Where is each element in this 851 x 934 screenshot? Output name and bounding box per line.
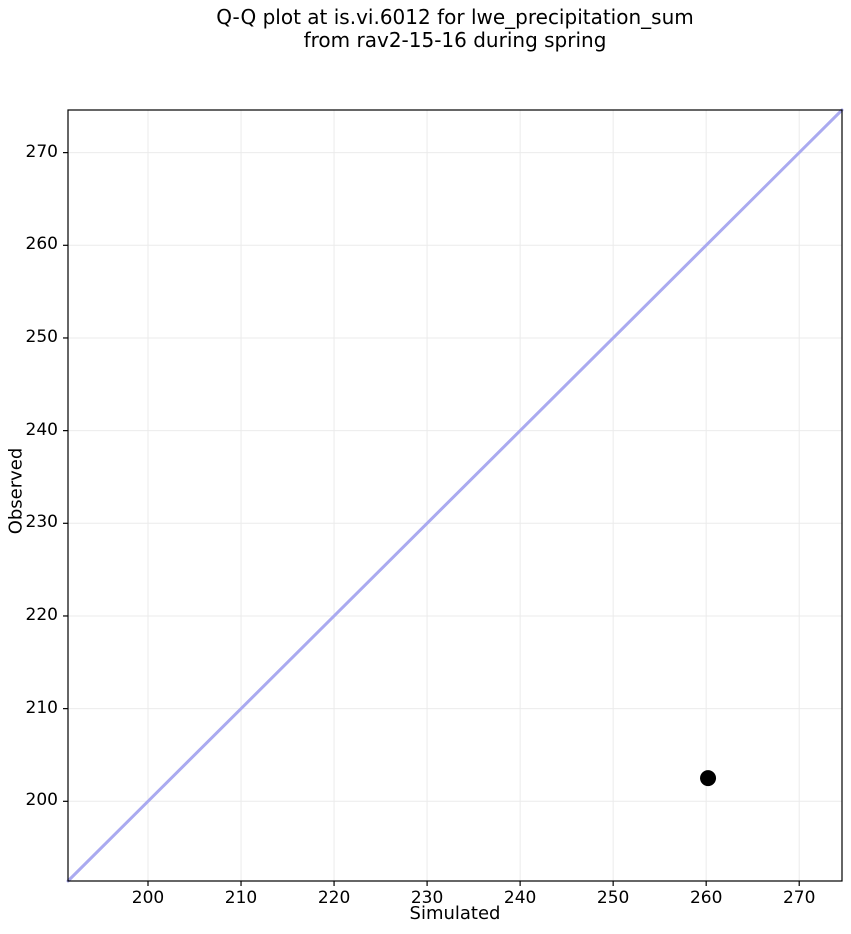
identity-line [66,108,844,883]
x-tick-label: 250 [596,888,630,908]
y-tick-label: 220 [25,604,58,625]
y-tick-label: 230 [25,512,58,533]
y-tick-label: 240 [25,419,58,440]
chart-title-line2: from rav2-15-16 during spring [303,28,607,52]
x-tick-label: 200 [131,888,165,908]
y-tick-label: 270 [25,141,58,162]
chart-title-line1: Q-Q plot at is.vi.6012 for lwe_precipita… [216,5,694,29]
y-tick-label: 260 [25,234,58,255]
x-tick-label: 240 [503,888,537,908]
x-axis-label: Simulated [409,903,501,924]
data-point [700,770,717,787]
y-axis-label: Observed [5,447,27,535]
x-tick-label: 220 [317,888,351,908]
plot-border [67,109,843,882]
y-tick-label: 210 [25,697,58,718]
chart-title: Q-Q plot at is.vi.6012 for lwe_precipita… [68,6,842,52]
x-tick-label: 270 [782,888,816,908]
x-tick-label: 210 [224,888,258,908]
y-tick-label: 250 [25,326,58,347]
x-tick-label: 230 [410,888,444,908]
x-tick-label: 260 [689,888,723,908]
y-tick-label: 200 [25,790,58,811]
